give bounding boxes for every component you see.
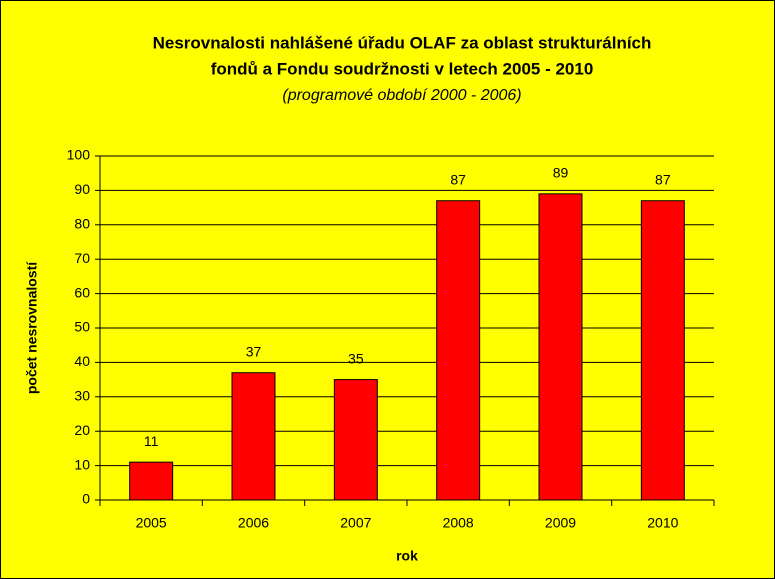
- chart-title: fondů a Fondu soudržnosti v letech 2005 …: [211, 59, 594, 78]
- y-tick-label: 60: [74, 284, 90, 300]
- x-tick-label: 2005: [136, 515, 167, 531]
- y-axis-label: počet nesrovnalostí: [24, 261, 40, 394]
- y-tick-label: 70: [74, 250, 90, 266]
- x-tick-label: 2008: [443, 515, 474, 531]
- x-tick-label: 2007: [340, 515, 371, 531]
- x-tick-label: 2006: [238, 515, 269, 531]
- data-label: 87: [450, 171, 466, 187]
- y-tick-label: 100: [67, 147, 91, 163]
- bar: [333, 379, 378, 501]
- y-tick-label: 90: [74, 181, 90, 197]
- bar: [436, 200, 481, 501]
- y-tick-label: 50: [74, 319, 90, 335]
- y-tick-label: 0: [82, 491, 90, 507]
- x-tick-label: 2009: [545, 515, 576, 531]
- data-label: 89: [553, 165, 569, 181]
- y-tick-label: 80: [74, 216, 90, 232]
- data-label: 35: [348, 350, 364, 366]
- chart-title: Nesrovnalosti nahlášené úřadu OLAF za ob…: [153, 33, 652, 52]
- data-label: 11: [144, 433, 159, 449]
- data-label: 37: [246, 343, 262, 359]
- data-label: 87: [655, 171, 671, 187]
- y-tick-label: 10: [74, 456, 90, 472]
- x-tick-label: 2010: [647, 515, 678, 531]
- bar: [538, 193, 583, 501]
- x-axis-label: rok: [396, 548, 418, 564]
- bar: [231, 372, 276, 501]
- bar: [129, 461, 174, 501]
- chart-subtitle: (programové období 2000 - 2006): [282, 87, 521, 104]
- y-tick-label: 30: [74, 388, 90, 404]
- bar: [640, 200, 685, 501]
- y-tick-label: 20: [74, 422, 90, 438]
- y-tick-label: 40: [74, 353, 90, 369]
